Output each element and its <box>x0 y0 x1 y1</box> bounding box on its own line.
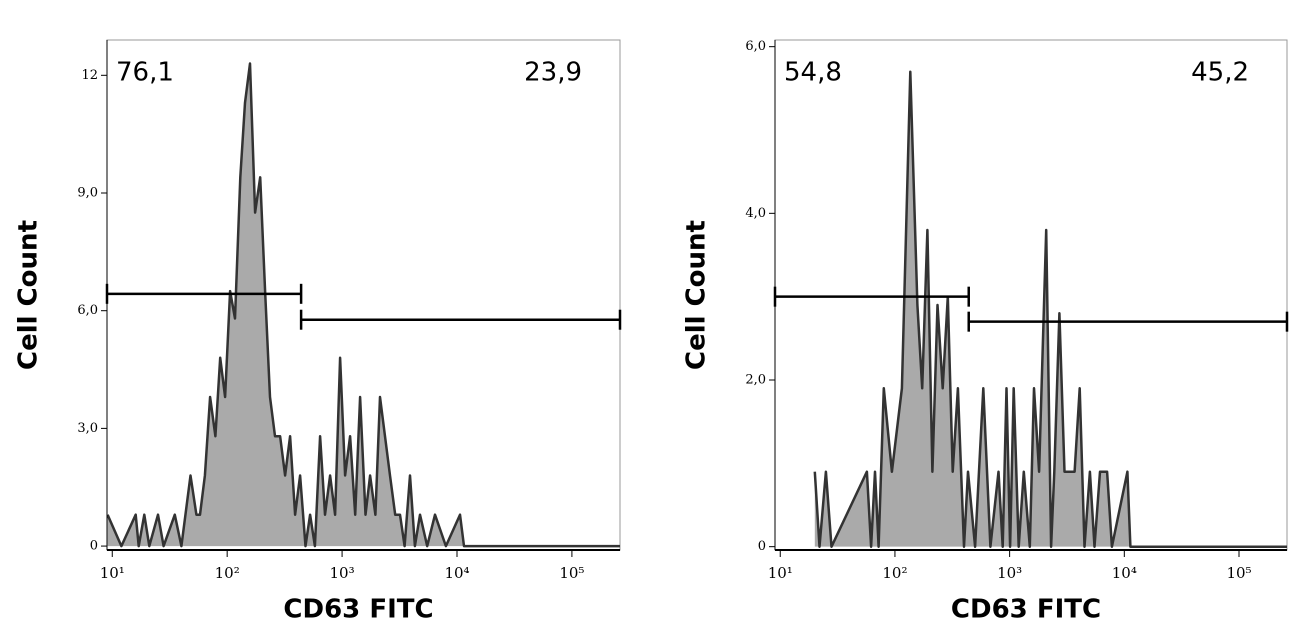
y-tick-label: 9,0 <box>77 186 98 201</box>
histogram-line <box>106 62 620 548</box>
y-tick-label: 0 <box>90 539 98 554</box>
y-axis-title: Cell Count <box>14 220 44 370</box>
x-tick-label: 10¹ <box>768 564 793 582</box>
x-tick-label: 10³ <box>997 564 1022 582</box>
y-tick-label: 6,0 <box>77 303 98 318</box>
x-tick-label: 10¹ <box>100 564 125 582</box>
x-tick-label: 10⁴ <box>444 564 469 582</box>
gate-label: 76,1 <box>116 58 174 88</box>
y-tick-label: 6,0 <box>745 39 766 54</box>
histogram-line <box>813 70 1287 548</box>
y-tick-label: 3,0 <box>77 421 98 436</box>
y-tick-label: 0 <box>758 539 766 554</box>
histogram-fill <box>107 63 621 547</box>
x-tick-label: 10⁵ <box>1226 564 1251 582</box>
y-tick-label: 12 <box>81 68 98 83</box>
x-axis-title: CD63 FITC <box>283 595 433 625</box>
gate-label: 54,8 <box>784 58 842 88</box>
y-axis-title: Cell Count <box>682 220 712 370</box>
y-tick-label: 4,0 <box>745 206 766 221</box>
gate-label: 45,2 <box>1191 58 1249 88</box>
x-axis-title: CD63 FITC <box>951 595 1101 625</box>
y-tick-label: 2,0 <box>745 373 766 388</box>
x-tick-label: 10² <box>882 564 907 582</box>
gate-label: 23,9 <box>524 58 582 88</box>
x-tick-label: 10³ <box>330 564 355 582</box>
x-tick-label: 10⁴ <box>1112 564 1137 582</box>
x-tick-label: 10² <box>215 564 240 582</box>
histogram-fill <box>814 71 1287 547</box>
x-tick-label: 10⁵ <box>559 564 584 582</box>
